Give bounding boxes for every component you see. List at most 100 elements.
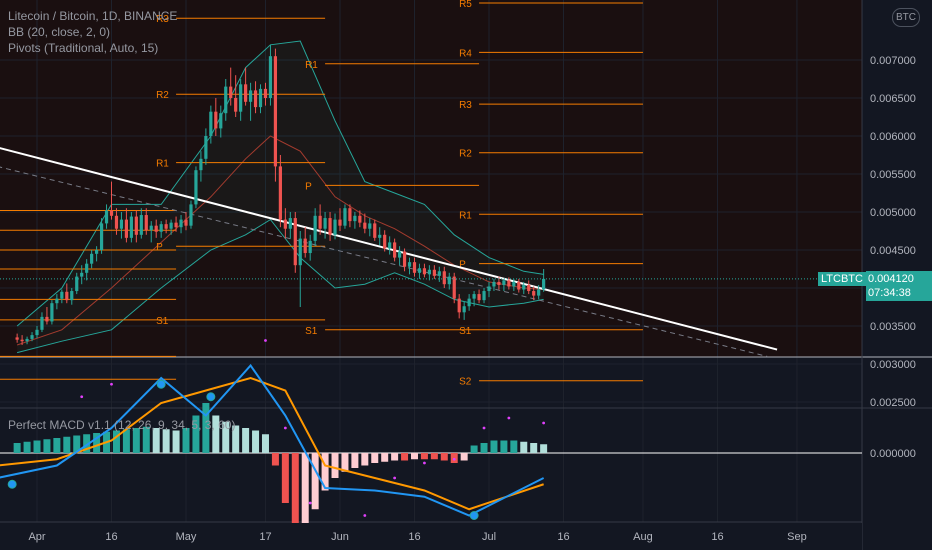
macd-dot <box>80 395 84 399</box>
candle-body <box>427 269 431 275</box>
price-tick-label: 0.007000 <box>870 55 916 67</box>
macd-histogram-bar <box>132 428 140 453</box>
macd-dot <box>110 382 113 386</box>
macd-histogram-bar <box>500 440 508 453</box>
candle-body <box>139 215 143 235</box>
trendline-dashed <box>0 166 768 357</box>
pivot-label-s1: S1 <box>156 316 169 327</box>
candle-body <box>75 276 79 292</box>
candle-body <box>482 291 486 301</box>
candle-body <box>234 98 238 112</box>
macd-tick-label: 0.000000 <box>870 448 916 460</box>
candle-body <box>397 251 402 258</box>
macd-histogram-bar <box>13 443 21 453</box>
candle-body <box>129 216 133 238</box>
candle-body <box>358 215 362 223</box>
candle-body <box>452 276 456 299</box>
price-value: 0.004120 <box>868 273 914 285</box>
candle-body <box>268 56 273 98</box>
macd-dot <box>264 339 267 342</box>
macd-histogram-bar <box>232 425 240 453</box>
time-tick-label: May <box>176 531 197 543</box>
bb-upper-line <box>16 40 544 327</box>
candle-body <box>437 271 441 276</box>
macd-histogram-bar <box>420 453 428 460</box>
candle-body <box>288 218 292 229</box>
macd-histogram-bar <box>192 415 200 453</box>
pivot-label-r3: R3 <box>459 100 472 111</box>
macd-histogram-bar <box>122 429 130 453</box>
time-tick-label: Jun <box>331 531 349 543</box>
candle-body <box>55 298 59 304</box>
candle-body <box>189 204 193 226</box>
macd-histogram-bar <box>341 453 349 472</box>
candle-body <box>462 306 466 313</box>
macd-histogram-bar <box>410 453 418 460</box>
candle-body <box>353 215 357 222</box>
macd-line <box>0 363 545 517</box>
candle-body <box>303 238 307 254</box>
macd-cross-marker <box>7 479 17 489</box>
candle-body <box>20 339 24 342</box>
macd-histogram-bar <box>351 453 359 468</box>
time-tick-label: Jul <box>482 531 496 543</box>
macd-histogram-bar <box>63 436 71 453</box>
currency-badge[interactable]: BTC <box>892 8 920 27</box>
macd-histogram-bar <box>73 435 81 453</box>
macd-histogram-bar <box>43 439 51 453</box>
candle-body <box>184 219 188 226</box>
time-tick-label: Apr <box>28 531 45 543</box>
candle-body <box>348 208 352 222</box>
candle-body <box>417 268 422 273</box>
legend-pivots: Pivots (Traditional, Auto, 15) <box>8 41 159 55</box>
candle-body <box>149 225 153 231</box>
macd-histogram-bar <box>460 453 468 461</box>
macd-dot <box>542 421 546 425</box>
price-tick-label: 0.003000 <box>870 359 916 371</box>
price-tick-label: 0.003500 <box>870 321 916 333</box>
legend-main: Litecoin / Bitcoin, 1D, BINANCE <box>8 9 178 23</box>
trendline-solid <box>0 147 778 351</box>
macd-histogram-bar <box>480 443 488 453</box>
candle-body <box>323 218 327 229</box>
macd-histogram-bar <box>371 453 379 463</box>
pivot-label-r1: R1 <box>156 159 169 170</box>
macd-dot <box>363 514 367 517</box>
macd-histogram-bar <box>331 453 339 478</box>
candle-body <box>383 234 387 249</box>
bb-basis-line <box>16 135 544 346</box>
macd-dot <box>423 461 426 465</box>
candle-body <box>467 298 471 307</box>
candle-body <box>477 294 481 301</box>
candle-body <box>99 223 104 250</box>
candle-body <box>393 242 397 258</box>
candle-body <box>154 225 158 232</box>
macd-signal-line <box>0 376 544 511</box>
candle-body <box>80 272 84 277</box>
time-tick-label: 16 <box>557 531 569 543</box>
bb-lower-line <box>17 218 544 354</box>
bar-countdown: 07:34:38 <box>868 287 911 299</box>
pivot-label-p: P <box>156 242 163 253</box>
candle-body <box>114 215 119 229</box>
candle-body <box>164 224 168 229</box>
macd-cross-marker <box>156 379 166 389</box>
candle-body <box>40 316 44 330</box>
price-tag: 0.004120 07:34:38 <box>866 271 932 301</box>
macd-histogram-bar <box>381 453 389 462</box>
candle-body <box>517 281 521 290</box>
candle-body <box>199 158 203 171</box>
candle-body <box>263 88 268 98</box>
candle-body <box>60 291 64 299</box>
candle-body <box>318 215 322 229</box>
pivot-label-s1: S1 <box>459 326 472 337</box>
candle-body <box>492 281 496 287</box>
macd-histogram-bar <box>440 453 448 461</box>
price-tick-label: 0.006000 <box>870 131 916 143</box>
time-tick-label: 17 <box>259 531 271 543</box>
macd-dot <box>482 426 486 430</box>
candle-body <box>65 291 69 301</box>
macd-histogram-bar <box>271 453 279 466</box>
price-tick-label: 0.006500 <box>870 93 916 105</box>
